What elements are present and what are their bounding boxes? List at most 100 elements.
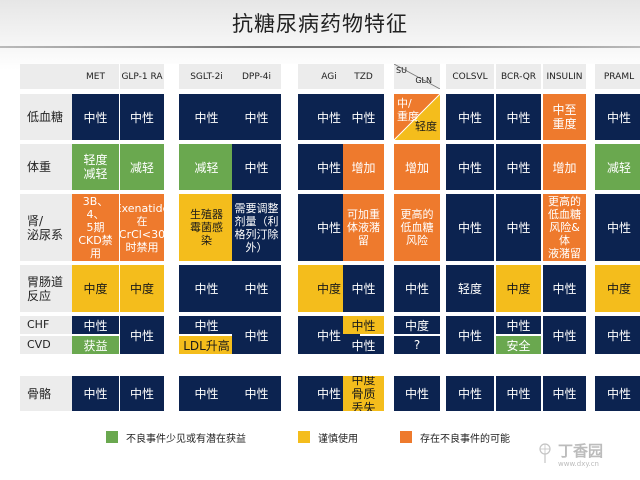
cell-weight: 轻度 减轻 bbox=[72, 144, 119, 190]
col-header-text: DPP-4i bbox=[241, 71, 272, 82]
cell-hypoglycemia: 中性 bbox=[496, 94, 541, 140]
cell-chf: 中性 bbox=[343, 316, 384, 334]
cell-hypoglycemia: 中性 bbox=[343, 94, 384, 140]
col-header-su: SU bbox=[396, 66, 407, 75]
cell-gi-text: 中度 bbox=[606, 282, 631, 296]
cell-bone: 中性 bbox=[446, 376, 494, 411]
title-divider bbox=[0, 46, 640, 48]
col-header-text: TZD bbox=[354, 71, 373, 82]
cell-gi: 中性 bbox=[394, 265, 440, 312]
dxy-watermark: 丁香园 www.dxy.cn bbox=[536, 440, 632, 472]
legend-swatch-orange bbox=[400, 431, 412, 443]
cell-weight-text: 减轻 bbox=[606, 160, 631, 175]
cell-weight-text: 增加 bbox=[404, 160, 429, 175]
watermark-brand: 丁香园 bbox=[558, 442, 604, 460]
cell-bone: 中性 bbox=[232, 376, 281, 411]
cell-bone: 中性 bbox=[595, 376, 640, 411]
cell-hypoglycemia-text: 中性 bbox=[351, 110, 376, 125]
cell-hypoglycemia-text: 中性 bbox=[129, 110, 154, 125]
cell-chf-cvd-merged-text: 中性 bbox=[244, 328, 269, 343]
cell-gi: 中度 bbox=[496, 265, 541, 312]
cell-chf-cvd-merged: 中性 bbox=[232, 316, 281, 354]
cell-hypoglycemia: 中性 bbox=[595, 94, 640, 140]
cell-gi-text: 中性 bbox=[194, 282, 219, 296]
cell-cvd-text: LDL升高 bbox=[183, 338, 230, 353]
cell-bone-text: 中性 bbox=[83, 387, 108, 401]
cell-bone-text: 中性 bbox=[244, 387, 269, 401]
cell-chf-cvd-merged: 中性 bbox=[120, 316, 164, 354]
cell-renal-text: 中性 bbox=[506, 221, 531, 235]
cell-chf-cvd-merged-text: 中性 bbox=[316, 328, 341, 343]
cell-hypoglycemia-text: 中性 bbox=[83, 110, 108, 125]
cell-gi: 中性 bbox=[343, 265, 384, 312]
cell-renal: Exenatide 在CrCl<30 时禁用 bbox=[120, 194, 164, 261]
cell-bone-text: 中性 bbox=[552, 387, 577, 401]
cell-renal-text: 中性 bbox=[457, 221, 482, 235]
drug-characteristics-table: MET GLP-1 RA SGLT-2i DPP-4i AGi TZD SU GLN COLSV… bbox=[20, 64, 640, 411]
col-header: DPP-4i bbox=[232, 64, 281, 89]
cell-chf: 中性 bbox=[72, 316, 119, 334]
cell-gi-text: 中度 bbox=[316, 282, 341, 296]
row-label-hypoglycemia: 低血糖 bbox=[20, 94, 72, 140]
cell-chf-text: 中性 bbox=[351, 318, 376, 333]
col-header-text: GLP-1 RA bbox=[121, 71, 163, 82]
cell-hypoglycemia-text: 中至 重度 bbox=[552, 103, 577, 131]
cell-gi-text: 中性 bbox=[351, 282, 376, 296]
cell-cvd: LDL升高 bbox=[179, 336, 234, 354]
cell-cvd: ? bbox=[394, 336, 440, 354]
col-header-su-gln: SU GLN bbox=[394, 64, 440, 89]
cell-gi-text: 中性 bbox=[552, 282, 577, 296]
cell-cvd-text: 中性 bbox=[351, 338, 376, 353]
cell-hypoglycemia: 中性 bbox=[72, 94, 119, 140]
row-label-cvd: CVD bbox=[20, 336, 72, 354]
cell-gi-text: 中性 bbox=[404, 282, 429, 296]
col-header: COLSVL bbox=[446, 64, 494, 89]
cell-weight: 增加 bbox=[543, 144, 586, 190]
legend-label: 不良事件少见或有潜在获益 bbox=[126, 433, 246, 445]
watermark-url: www.dxy.cn bbox=[558, 460, 599, 468]
cell-chf-cvd-merged: 中性 bbox=[543, 316, 586, 354]
cell-renal: 中性 bbox=[496, 194, 541, 261]
cell-weight: 减轻 bbox=[179, 144, 234, 190]
cell-bone-text: 中性 bbox=[457, 387, 482, 401]
col-header: MET bbox=[72, 64, 119, 89]
cell-renal-text: 3B、4、 5期 CKD禁 用 bbox=[78, 195, 113, 260]
cell-weight-text: 中性 bbox=[457, 160, 482, 175]
cell-bone-text: 中性 bbox=[316, 387, 341, 401]
cell-hypoglycemia: 中至 重度 bbox=[543, 94, 586, 140]
row-label-bone: 骨骼 bbox=[20, 376, 72, 411]
cell-gi-text: 中度 bbox=[129, 282, 154, 296]
cell-weight-text: 增加 bbox=[552, 160, 577, 175]
cell-renal-text: 更高的 低血糖 风险&体 液潴留 bbox=[548, 195, 581, 260]
cell-chf-cvd-merged-text: 中性 bbox=[129, 328, 154, 343]
cell-renal: 生殖器 霉菌感 染 bbox=[179, 194, 234, 261]
cell-gi: 中性 bbox=[232, 265, 281, 312]
cell-renal-text: 中性 bbox=[606, 221, 631, 235]
cell-cvd-text: 安全 bbox=[506, 338, 531, 353]
col-header-text: SGLT-2i bbox=[190, 71, 223, 82]
cell-cvd-text: 获益 bbox=[83, 338, 108, 353]
cell-renal-text: 中性 bbox=[316, 221, 341, 235]
col-header: SGLT-2i bbox=[179, 64, 234, 89]
cell-hypoglycemia: 中性 bbox=[120, 94, 164, 140]
cell-weight: 增加 bbox=[394, 144, 440, 190]
cell-gln-hypoglycemia: 轻度 bbox=[415, 120, 437, 133]
cell-chf-text: 中度 bbox=[404, 318, 429, 333]
row-label-gi: 胃肠道 反应 bbox=[20, 265, 72, 312]
cell-bone: 中性 bbox=[72, 376, 119, 411]
cell-chf-text: 中性 bbox=[83, 318, 108, 333]
col-header-text: INSULIN bbox=[546, 71, 583, 82]
cell-weight-text: 中性 bbox=[316, 160, 341, 175]
cell-renal: 可加重 体液潴 留 bbox=[343, 194, 384, 261]
cell-bone-text: 中性 bbox=[129, 387, 154, 401]
cell-hypoglycemia-text: 中性 bbox=[316, 110, 341, 125]
col-header-text: COLSVL bbox=[452, 71, 488, 82]
cell-chf-text: 中性 bbox=[194, 318, 219, 333]
cell-gi: 中度 bbox=[595, 265, 640, 312]
col-header-text: MET bbox=[86, 71, 105, 82]
cell-chf-cvd-merged-text: 中性 bbox=[606, 328, 631, 343]
cell-weight-text: 减轻 bbox=[129, 160, 154, 175]
row-label-weight: 体重 bbox=[20, 144, 72, 190]
col-header-text: PRAML bbox=[603, 71, 635, 82]
cell-chf-cvd-merged: 中性 bbox=[446, 316, 494, 354]
